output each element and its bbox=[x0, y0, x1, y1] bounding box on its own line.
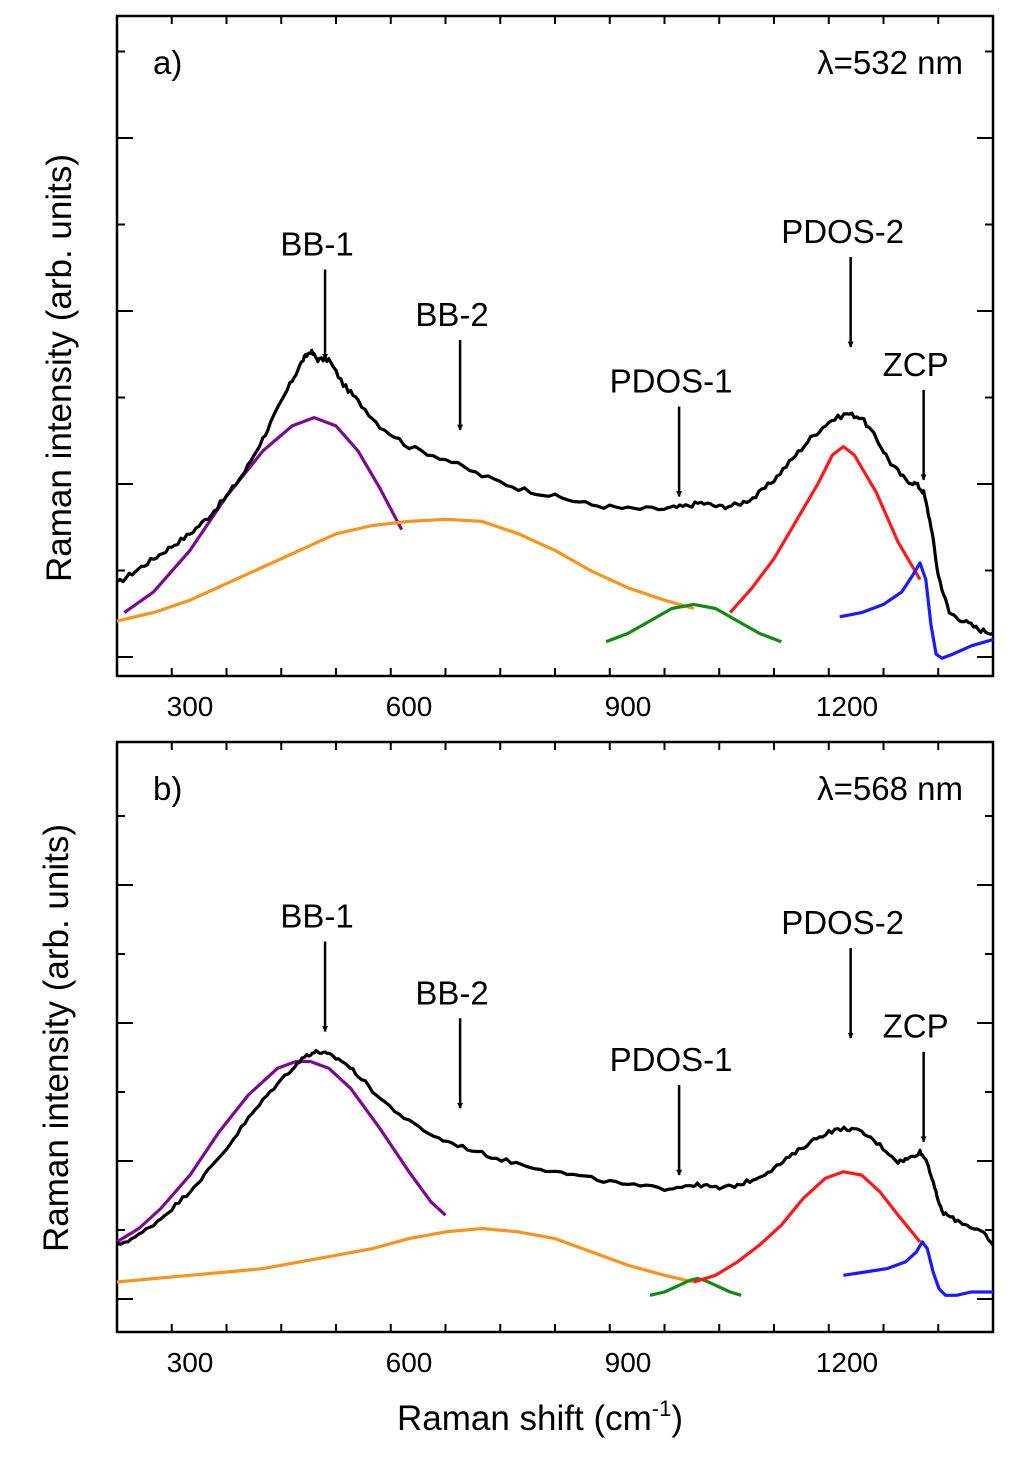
panel-b: 300 600 900 1200 b) λ=568 nm BB-1 BB-2 PDOS-1 PDO… bbox=[115, 740, 995, 1378]
panel-a-component-pdos-1 bbox=[605, 602, 782, 644]
panel-b-x-tick-label: 1200 bbox=[816, 1347, 878, 1378]
x-axis-label: Raman shift (cm-1) bbox=[397, 1396, 683, 1438]
panel-b-peak-label-pdos-2: PDOS-2 bbox=[781, 904, 904, 941]
panel-a-peak-label-pdos-2: PDOS-2 bbox=[781, 213, 904, 250]
panel-b-component-bb-2 bbox=[116, 1226, 695, 1284]
panel-b-peak-label-bb-2: BB-2 bbox=[415, 974, 488, 1011]
x-axis-label-sup: -1 bbox=[652, 1396, 672, 1421]
x-axis-label-main: Raman shift (cm bbox=[397, 1399, 652, 1438]
panel-b-label: b) bbox=[153, 770, 182, 807]
panel-b-peak-label-pdos-1: PDOS-1 bbox=[610, 1041, 733, 1078]
panel-b-component-bb-1 bbox=[116, 1059, 447, 1244]
panel-a-x-tick-label: 300 bbox=[167, 691, 214, 722]
panel-a-wavelength: λ=532 nm bbox=[817, 44, 963, 81]
panel-b-experimental-spectrum bbox=[116, 1049, 995, 1247]
panel-a-experimental-spectrum bbox=[116, 348, 994, 636]
panel-b-x-tick-label: 900 bbox=[605, 1347, 652, 1378]
panel-a-x-tick-label: 900 bbox=[605, 691, 652, 722]
panel-b-component-pdos-1 bbox=[649, 1277, 742, 1297]
x-axis-label-end: ) bbox=[671, 1399, 683, 1438]
panel-a-peak-label-bb-1: BB-1 bbox=[280, 226, 353, 263]
panel-a-component-bb-2 bbox=[116, 517, 695, 623]
y-axis-label-bottom: Raman intensity (arb. units) bbox=[37, 824, 76, 1252]
panel-b-x-tick-label: 300 bbox=[167, 1347, 214, 1378]
panel-a-component-pdos-2 bbox=[729, 445, 922, 614]
panel-b-component-zcp bbox=[843, 1240, 993, 1297]
panel-b-wavelength: λ=568 nm bbox=[817, 770, 963, 807]
panel-a-label: a) bbox=[153, 44, 182, 81]
panel-a-x-tick-label: 1200 bbox=[816, 691, 878, 722]
panel-a-x-tick-label: 600 bbox=[386, 691, 433, 722]
panel-b-component-pdos-2 bbox=[693, 1170, 922, 1284]
panel-b-peak-label-zcp: ZCP bbox=[883, 1008, 949, 1045]
panel-b-frame bbox=[115, 740, 995, 1334]
panel-b-x-tick-label: 600 bbox=[386, 1347, 433, 1378]
y-axis-label-top: Raman intensity (arb. units) bbox=[40, 154, 79, 582]
panel-a-peak-label-pdos-1: PDOS-1 bbox=[610, 362, 733, 399]
panel-a-peak-label-bb-2: BB-2 bbox=[415, 296, 488, 333]
panel-a-component-zcp bbox=[839, 561, 994, 660]
panel-a-peak-label-zcp: ZCP bbox=[883, 346, 949, 383]
panel-a: 300 600 900 1200 a) λ=532 nm BB-1 BB-2 PDOS-1 PDO… bbox=[115, 14, 995, 722]
panel-a-component-bb-1 bbox=[123, 416, 404, 614]
panel-a-frame bbox=[115, 14, 995, 678]
panel-b-peak-label-bb-1: BB-1 bbox=[280, 897, 353, 934]
